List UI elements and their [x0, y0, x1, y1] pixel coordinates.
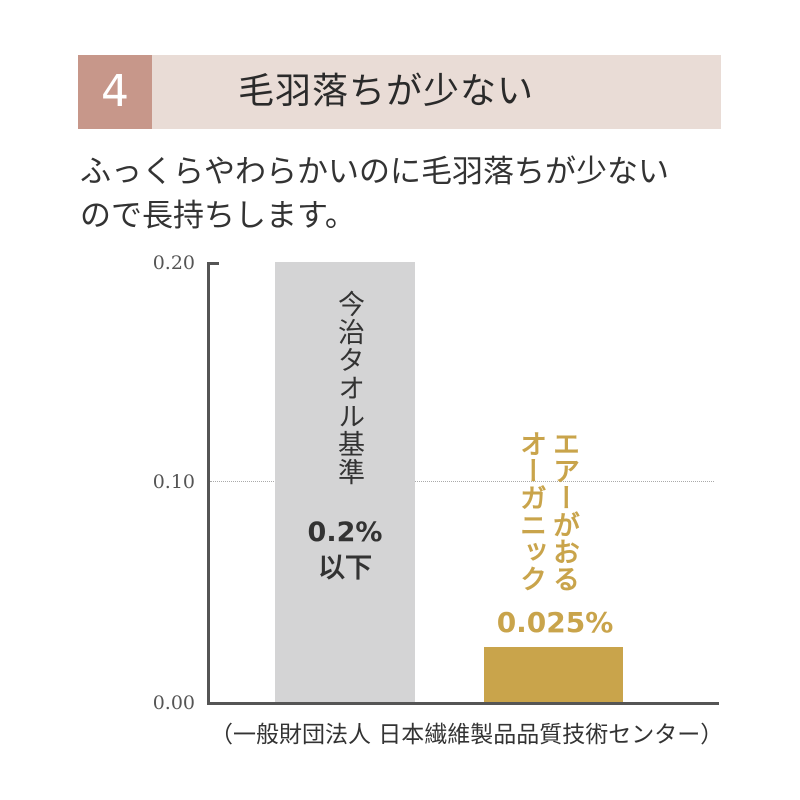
- y-tick-000: 0.00: [152, 692, 195, 714]
- bar-label-airgaoru-2: オーガニック: [515, 430, 546, 592]
- bar-label-imabari: 今治タオル基準: [333, 290, 364, 486]
- section-number: 4: [78, 55, 152, 129]
- section-title: 毛羽落ちが少ない: [238, 71, 535, 112]
- section-header: 4 毛羽落ちが少ない: [78, 55, 721, 129]
- bar-airgaoru-organic: [484, 647, 623, 702]
- y-axis: [207, 262, 210, 704]
- source-note: （一般財団法人 日本繊維製品品質技術センター）: [210, 722, 724, 748]
- y-tick-020: 0.20: [152, 252, 195, 274]
- description: ふっくらやわらかいのに毛羽落ちが少ない ので長持ちします。: [80, 150, 730, 238]
- y-tick-010: 0.10: [152, 471, 195, 493]
- bar-value-imabari-number: 0.2%: [307, 517, 383, 548]
- y-axis-cap: [207, 262, 219, 265]
- description-line-1: ふっくらやわらかいのに毛羽落ちが少ない: [80, 154, 669, 190]
- gridline-010: [210, 481, 714, 482]
- x-axis: [207, 702, 719, 705]
- bar-value-airgaoru: 0.025%: [496, 606, 614, 639]
- bar-imabari-standard: [275, 262, 415, 702]
- bar-value-imabari: 0.2% 以下: [275, 515, 415, 587]
- bar-value-imabari-suffix: 以下: [318, 553, 372, 584]
- description-line-2: ので長持ちします。: [80, 198, 356, 234]
- bar-label-airgaoru-1: エアーがおる: [548, 430, 579, 592]
